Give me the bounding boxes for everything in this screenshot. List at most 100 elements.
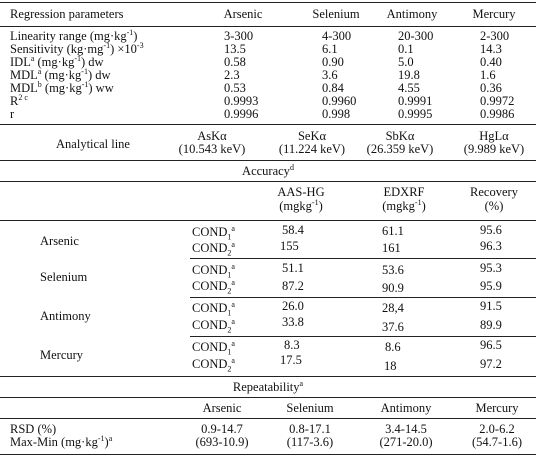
header-mercury: Mercury — [472, 7, 516, 21]
cond-label: COND1a — [192, 299, 235, 318]
param-value: 3-300 — [224, 29, 254, 43]
cond-label: COND2a — [192, 355, 235, 374]
analytical-line-energy: (11.224 keV) — [278, 142, 346, 156]
param-value: 0.9993 — [224, 94, 259, 108]
aas-value: 51.1 — [282, 261, 304, 275]
repeat-header-arsenic: Arsenic — [202, 401, 242, 415]
rsd-value: 0.8-17.1 — [289, 422, 331, 436]
element-label-antimony: Antimony — [40, 309, 91, 323]
param-value: 0.998 — [322, 107, 351, 121]
param-value: 0.40 — [480, 55, 502, 69]
analytical-line-energy: (10.543 keV) — [178, 142, 246, 156]
param-value: 0.9991 — [398, 94, 433, 108]
edxrf-value: 18 — [384, 359, 397, 373]
repeat-header-mercury: Mercury — [475, 401, 519, 415]
col-header-edxrf: EDXRF — [383, 185, 425, 199]
rule-under-header — [0, 26, 536, 27]
edxrf-value: 28,4 — [382, 301, 404, 315]
param-value: 6.1 — [322, 42, 338, 56]
recovery-value: 95.9 — [480, 279, 502, 293]
aas-value: 17.5 — [280, 353, 302, 367]
param-value: 4.55 — [398, 81, 420, 95]
edxrf-value: 37.6 — [382, 320, 404, 334]
param-value: 14.3 — [480, 42, 502, 56]
cond-label: COND1a — [192, 223, 235, 242]
recovery-value: 89.9 — [480, 318, 502, 332]
col-header-recovery: Recovery — [470, 185, 518, 199]
rule-under-selenium — [190, 297, 536, 298]
param-label-idl: IDLa (mg·kg-1) dw — [10, 53, 104, 69]
analytical-line-name: SeKα — [297, 129, 327, 143]
recovery-value: 95.3 — [480, 261, 502, 275]
param-value: 0.9972 — [480, 94, 515, 108]
edxrf-value: 53.6 — [382, 263, 404, 277]
recovery-value: 91.5 — [480, 299, 502, 313]
param-value: 3.6 — [322, 68, 338, 82]
param-value: 0.1 — [398, 42, 414, 56]
edxrf-value: 61.1 — [382, 224, 404, 238]
cond-label: COND2a — [192, 239, 235, 258]
rule-top — [0, 2, 536, 3]
element-label-mercury: Mercury — [40, 348, 84, 362]
edxrf-value: 90.9 — [382, 281, 404, 295]
rsd-value: 3.4-14.5 — [385, 422, 427, 436]
recovery-value: 97.2 — [480, 357, 502, 371]
param-value: 0.9986 — [480, 107, 515, 121]
param-label-sensitivity: Sensitivity (kg·mg-1) ×10-3 — [10, 40, 144, 56]
param-value: 2-300 — [480, 29, 510, 43]
cond-label: COND1a — [192, 261, 235, 280]
param-value: 5.0 — [398, 55, 414, 69]
maxmin-value: (693-10.9) — [195, 435, 249, 449]
analytical-line-name: HgLα — [479, 129, 509, 143]
analytical-line-energy: (9.989 keV) — [463, 142, 525, 156]
header-arsenic: Arsenic — [223, 7, 263, 21]
col-header-edxrf-unit: (mgkg-1) — [382, 197, 426, 213]
param-value: 0.9995 — [398, 107, 433, 121]
col-header-recovery-unit: (%) — [484, 199, 504, 213]
rsd-label: RSD (%) — [10, 422, 57, 436]
param-value: 2.3 — [224, 68, 240, 82]
aas-value: 8.3 — [284, 338, 300, 352]
aas-value: 26.0 — [282, 299, 304, 313]
param-value: 0.9960 — [322, 94, 357, 108]
accuracy-title: Accuracyd — [242, 162, 294, 178]
aas-value: 33.8 — [282, 315, 304, 329]
edxrf-value: 8.6 — [385, 340, 401, 354]
header-antimony: Antimony — [386, 7, 438, 21]
col-header-aas-hg-unit: (mgkg-1) — [279, 197, 323, 213]
maxmin-value: (117-3.6) — [286, 435, 334, 449]
recovery-value: 96.3 — [480, 239, 502, 253]
repeat-header-selenium: Selenium — [286, 401, 334, 415]
header-selenium: Selenium — [312, 7, 360, 21]
param-value: 4-300 — [322, 29, 352, 43]
element-label-selenium: Selenium — [40, 270, 88, 284]
aas-value: 87.2 — [282, 279, 304, 293]
param-label-mdl-dw: MDLa (mg·kg-1) dw — [10, 66, 111, 82]
param-label-mdl-ww: MDLb (mg·kg-1) ww — [10, 79, 114, 95]
cond-label: COND2a — [192, 316, 235, 335]
param-value: 19.8 — [398, 68, 420, 82]
maxmin-value: (271-20.0) — [379, 435, 433, 449]
param-value: 0.90 — [322, 55, 344, 69]
param-value: 0.58 — [224, 55, 246, 69]
header-regression-parameters: Regression parameters — [10, 7, 124, 21]
param-value: 0.36 — [480, 81, 502, 95]
rule-bottom — [0, 454, 536, 455]
analytical-line-name: SbKα — [385, 129, 415, 143]
recovery-value: 95.6 — [480, 223, 502, 237]
analytical-line-label: Analytical line — [56, 137, 130, 151]
edxrf-value: 161 — [382, 241, 401, 255]
param-label-r: r — [10, 107, 15, 121]
aas-value: 58.4 — [282, 223, 304, 237]
cond-label: COND1a — [192, 338, 235, 357]
param-label-linearity: Linearity range (mg·kg-1) — [10, 27, 138, 43]
analytical-line-name: AsKα — [197, 129, 227, 143]
repeatability-title: Repeatabilitya — [232, 378, 304, 394]
analytical-line-energy: (26.359 keV) — [366, 142, 434, 156]
rule-under-repeatability-title — [0, 397, 536, 398]
param-value: 13.5 — [224, 42, 246, 56]
param-value: 0.84 — [322, 81, 344, 95]
rule-under-accuracy-title — [0, 181, 536, 182]
maxmin-value: (54.7-1.6) — [472, 435, 522, 449]
rule-under-accuracy-header — [0, 220, 536, 221]
